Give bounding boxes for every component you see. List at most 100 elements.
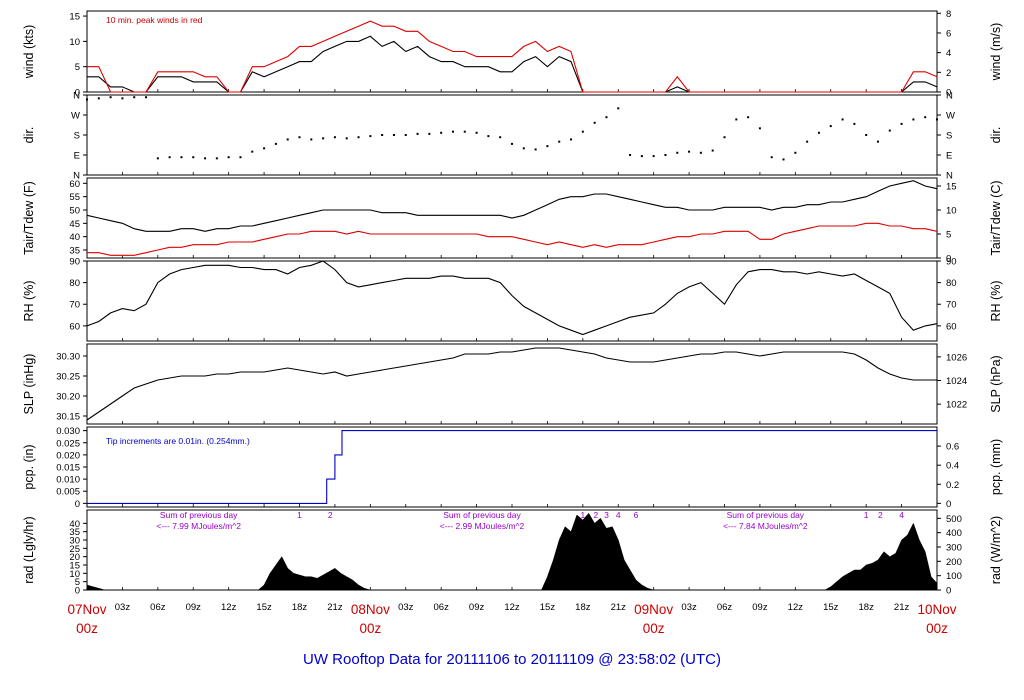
point-dir bbox=[747, 116, 750, 119]
tick-label-left-temp: 55 bbox=[69, 192, 80, 203]
rad-hour-mark: 4 bbox=[616, 510, 621, 520]
point-dir bbox=[711, 149, 714, 152]
tick-label-right-rad: 0 bbox=[946, 586, 951, 597]
point-dir bbox=[121, 97, 124, 100]
point-dir bbox=[640, 155, 643, 158]
tick-label-left-rad: 20 bbox=[69, 552, 80, 563]
ylabel-right-slp: SLP (hPa) bbox=[989, 355, 1003, 412]
point-dir bbox=[180, 156, 183, 159]
tick-label-right-dir: N bbox=[946, 91, 953, 102]
series-wind-1 bbox=[87, 20, 938, 93]
ylabel-right-pcp: pcp. (mm) bbox=[989, 439, 1003, 495]
tick-label-left-dir: N bbox=[73, 91, 80, 102]
series-temp-0 bbox=[86, 180, 938, 232]
tick-label-left-wind: 10 bbox=[69, 37, 80, 48]
point-dir bbox=[263, 147, 266, 150]
rad-hour-mark: 1 bbox=[864, 510, 869, 520]
tick-label-left-rh: 80 bbox=[69, 278, 80, 289]
point-dir bbox=[286, 138, 289, 141]
point-dir bbox=[723, 136, 726, 139]
series-temp-1 bbox=[87, 222, 938, 256]
tick-label-left-slp: 30.25 bbox=[56, 372, 80, 383]
tick-label-right-rad: 400 bbox=[946, 528, 962, 539]
ylabel-left-rh: RH (%) bbox=[22, 281, 36, 322]
x-tick-label: 18z bbox=[859, 602, 875, 613]
tick-label-left-pcp: 0.010 bbox=[56, 475, 80, 486]
x-tick-label: 21z bbox=[611, 602, 627, 613]
x-date-label: 09Nov bbox=[634, 602, 673, 617]
tick-label-left-rad: 35 bbox=[69, 527, 80, 538]
point-dir bbox=[817, 131, 820, 134]
point-dir bbox=[440, 131, 443, 134]
point-dir bbox=[617, 107, 620, 110]
point-dir bbox=[900, 122, 903, 125]
point-dir bbox=[593, 121, 596, 124]
point-dir bbox=[924, 116, 927, 119]
tick-label-left-dir: N bbox=[73, 171, 80, 182]
pcp-annotation: Tip increments are 0.01in. (0.254mm.) bbox=[106, 436, 250, 446]
point-dir bbox=[841, 118, 844, 121]
tick-label-right-slp: 1024 bbox=[946, 376, 967, 387]
rad-sum-label: Sum of previous day bbox=[443, 510, 521, 520]
panel-frame-wind bbox=[86, 10, 938, 93]
tick-label-right-rh: 60 bbox=[946, 321, 957, 332]
tick-label-left-dir: S bbox=[74, 131, 80, 142]
rad-sum-label: Sum of previous day bbox=[727, 510, 805, 520]
x-tick-label: 09z bbox=[186, 602, 202, 613]
tick-label-right-temp: 10 bbox=[946, 206, 957, 217]
tick-label-left-temp: 60 bbox=[69, 179, 80, 190]
x-tick-label: 15z bbox=[540, 602, 556, 613]
tick-label-left-pcp: 0.030 bbox=[56, 426, 80, 437]
x-date-label: 07Nov bbox=[67, 602, 106, 617]
point-dir bbox=[570, 138, 573, 141]
series-rh-0 bbox=[86, 260, 938, 336]
rad-sum-value: <--- 7.84 MJoules/m^2 bbox=[723, 521, 808, 531]
tick-label-right-temp: 0 bbox=[946, 254, 951, 265]
tick-label-left-rh: 60 bbox=[69, 321, 80, 332]
tick-label-left-wind: 5 bbox=[75, 62, 80, 73]
tick-label-left-rad: 15 bbox=[69, 561, 80, 572]
tick-label-left-pcp: 0.005 bbox=[56, 487, 80, 498]
ylabel-left-dir: dir. bbox=[22, 127, 36, 144]
point-dir bbox=[782, 158, 785, 161]
tick-label-right-wind: 8 bbox=[946, 9, 951, 20]
tick-label-right-pcp: 0.6 bbox=[946, 442, 959, 453]
ylabel-right-temp: Tair/Tdew (C) bbox=[989, 180, 1003, 255]
point-dir bbox=[357, 136, 360, 139]
point-dir bbox=[865, 134, 868, 136]
point-dir bbox=[404, 134, 407, 136]
x-tick-label: 21z bbox=[894, 602, 910, 613]
tick-label-left-pcp: 0 bbox=[75, 499, 80, 510]
wind-annotation: 10 min. peak winds in red bbox=[106, 15, 203, 25]
point-dir bbox=[156, 157, 159, 160]
point-dir bbox=[475, 131, 478, 134]
point-dir bbox=[853, 122, 856, 125]
tick-label-left-pcp: 0.020 bbox=[56, 450, 80, 461]
tick-label-right-slp: 1022 bbox=[946, 400, 967, 411]
tick-label-left-pcp: 0.015 bbox=[56, 463, 80, 474]
point-dir bbox=[829, 125, 832, 128]
tick-label-left-temp: 35 bbox=[69, 246, 80, 257]
x-time-label: 00z bbox=[359, 621, 381, 636]
point-dir bbox=[416, 132, 419, 135]
tick-label-left-rad: 25 bbox=[69, 544, 80, 555]
panel-frame-slp bbox=[86, 343, 938, 425]
x-tick-label: 09z bbox=[469, 602, 485, 613]
point-dir bbox=[770, 156, 773, 159]
tick-label-left-pcp: 0.025 bbox=[56, 438, 80, 449]
tick-label-left-temp: 40 bbox=[69, 232, 80, 243]
point-dir bbox=[676, 151, 679, 154]
x-time-label: 00z bbox=[76, 621, 98, 636]
x-tick-label: 21z bbox=[327, 602, 343, 613]
rad-hour-mark: 2 bbox=[878, 510, 883, 520]
point-dir bbox=[652, 155, 655, 158]
point-dir bbox=[381, 134, 384, 136]
rad-hour-mark: 2 bbox=[328, 510, 333, 520]
point-dir bbox=[145, 96, 148, 99]
point-dir bbox=[192, 156, 195, 159]
point-dir bbox=[936, 118, 938, 121]
tick-label-right-temp: 5 bbox=[946, 230, 951, 241]
tick-label-right-rad: 500 bbox=[946, 514, 962, 525]
tick-label-right-dir: W bbox=[946, 111, 955, 122]
